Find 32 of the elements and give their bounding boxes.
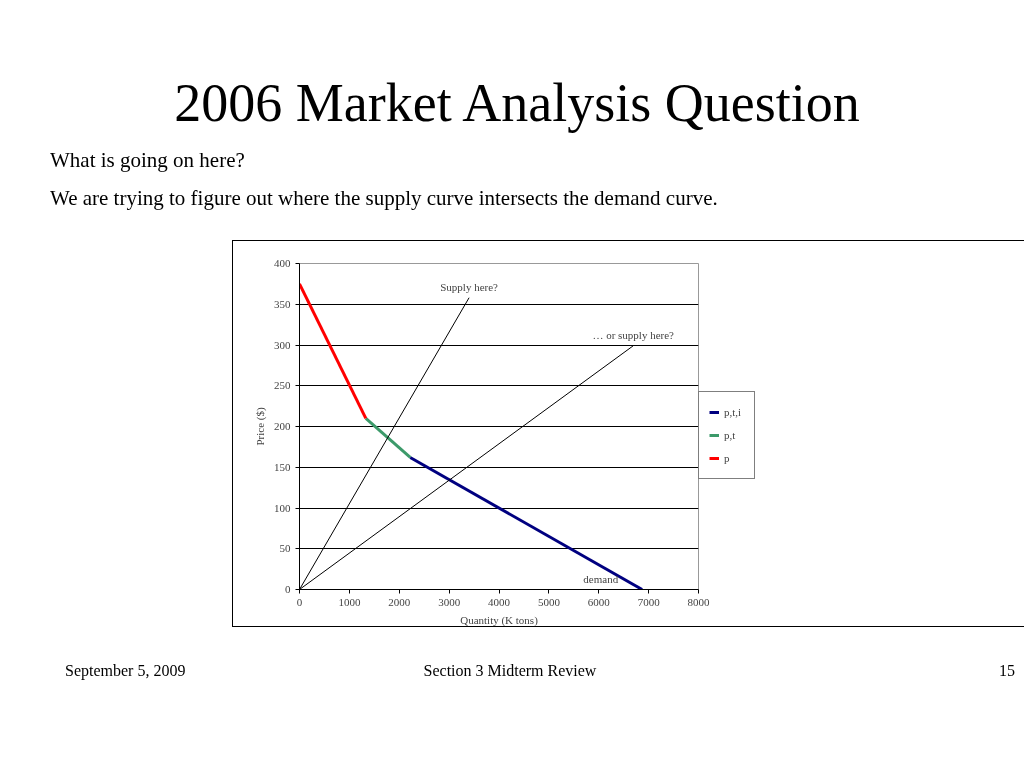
- x-axis-title: Quantity (K tons): [460, 613, 539, 627]
- y-tick-label: 300: [274, 338, 291, 351]
- y-tick-label: 400: [274, 257, 291, 269]
- legend-label: p,t: [724, 429, 737, 441]
- y-tick-label: 150: [274, 460, 291, 473]
- y-tick-label: 350: [274, 297, 291, 310]
- legend-label: p,t,i: [724, 406, 743, 418]
- x-tick-label: 7000: [637, 595, 661, 608]
- x-tick-label: 3000: [438, 595, 461, 608]
- annotation: Supply here?: [440, 280, 499, 293]
- chart-title: 2006 Market Analysis Question: [174, 72, 860, 135]
- x-tick-label: 8000: [687, 595, 710, 608]
- text: September 5, 2009: [65, 661, 186, 682]
- x-tick-label: 4000: [488, 595, 511, 608]
- x-tick-label: 0: [296, 595, 303, 608]
- annotation: … or supply here?: [592, 328, 675, 341]
- text: We are trying to figure out where the supply curve intersects the demand curve.: [50, 185, 718, 212]
- annotation: demand: [583, 572, 619, 585]
- y-tick-label: 50: [279, 542, 291, 555]
- x-tick-label: 2000: [388, 595, 411, 608]
- y-tick-label: 100: [274, 501, 291, 514]
- text: What is going on here?: [50, 147, 246, 174]
- text: Section 3 Midterm Review: [423, 661, 597, 681]
- y-axis-title: Price ($): [254, 407, 267, 446]
- legend-label: p: [724, 452, 731, 464]
- y-tick-label: 0: [285, 583, 291, 595]
- x-tick-label: 6000: [587, 595, 611, 608]
- y-tick-label: 200: [274, 420, 291, 432]
- x-tick-label: 1000: [338, 595, 361, 608]
- text: 15: [999, 661, 1015, 681]
- y-tick-label: 250: [274, 379, 291, 392]
- x-tick-label: 5000: [537, 595, 561, 608]
